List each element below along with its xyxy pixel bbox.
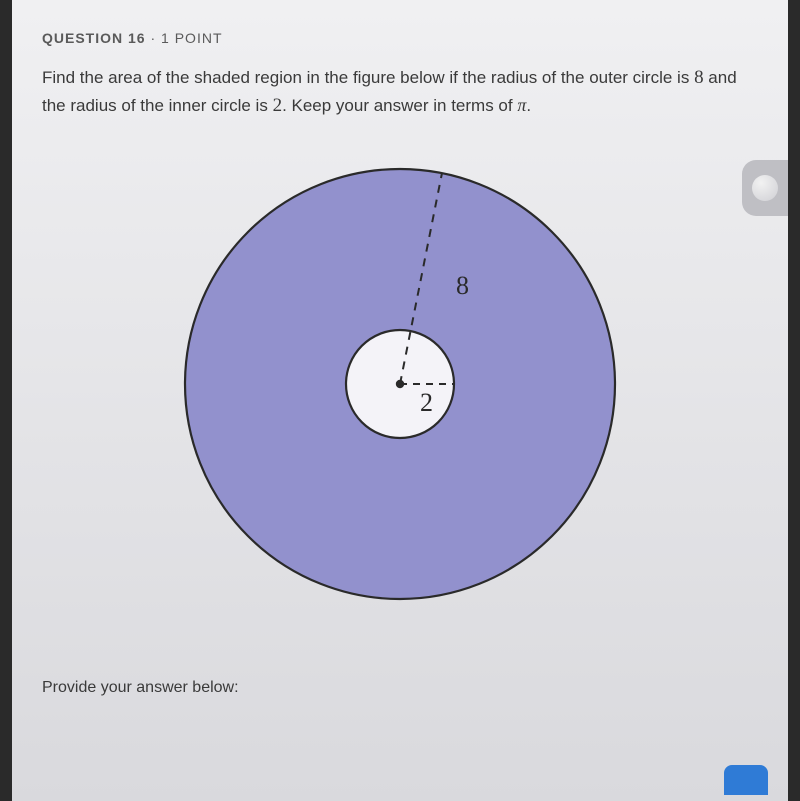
question-text: Find the area of the shaded region in th… [42, 64, 758, 119]
question-text-end: . [526, 96, 531, 115]
question-text-post: . Keep your answer in terms of [282, 96, 517, 115]
annulus-figure: 8 2 [170, 149, 630, 619]
answer-prompt: Provide your answer below: [42, 679, 758, 697]
inner-radius-label: 2 [420, 388, 433, 417]
side-widget[interactable] [742, 160, 788, 216]
header-separator: · [150, 30, 156, 46]
figure-area: 8 2 [42, 149, 758, 619]
camera-icon [752, 175, 778, 201]
outer-radius-label: 8 [456, 271, 469, 300]
question-page: QUESTION 16 · 1 POINT Find the area of t… [12, 0, 788, 801]
question-header: QUESTION 16 · 1 POINT [42, 30, 758, 46]
question-text-pre: Find the area of the shaded region in th… [42, 68, 694, 87]
points-label: 1 POINT [161, 30, 222, 46]
question-number: 16 [128, 30, 146, 46]
center-dot [396, 380, 404, 388]
question-label: QUESTION [42, 30, 123, 46]
inner-radius-value: 2 [273, 95, 283, 116]
outer-radius-value: 8 [694, 67, 704, 88]
chat-widget[interactable] [724, 765, 768, 795]
